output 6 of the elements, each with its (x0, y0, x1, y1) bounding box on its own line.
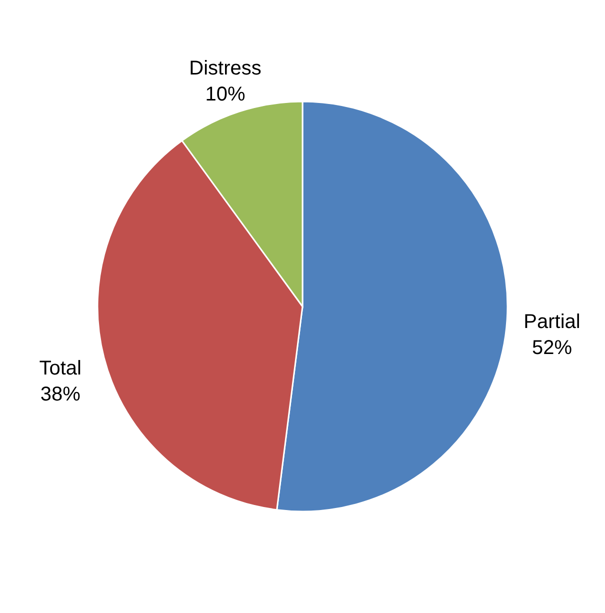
data-label: 52% (532, 337, 572, 360)
slice-label: Partial (524, 311, 580, 334)
slice-label: Distress (189, 58, 262, 80)
slice-label: Total (39, 358, 82, 380)
data-label: 38% (40, 384, 81, 406)
data-label: 10% (205, 84, 246, 106)
